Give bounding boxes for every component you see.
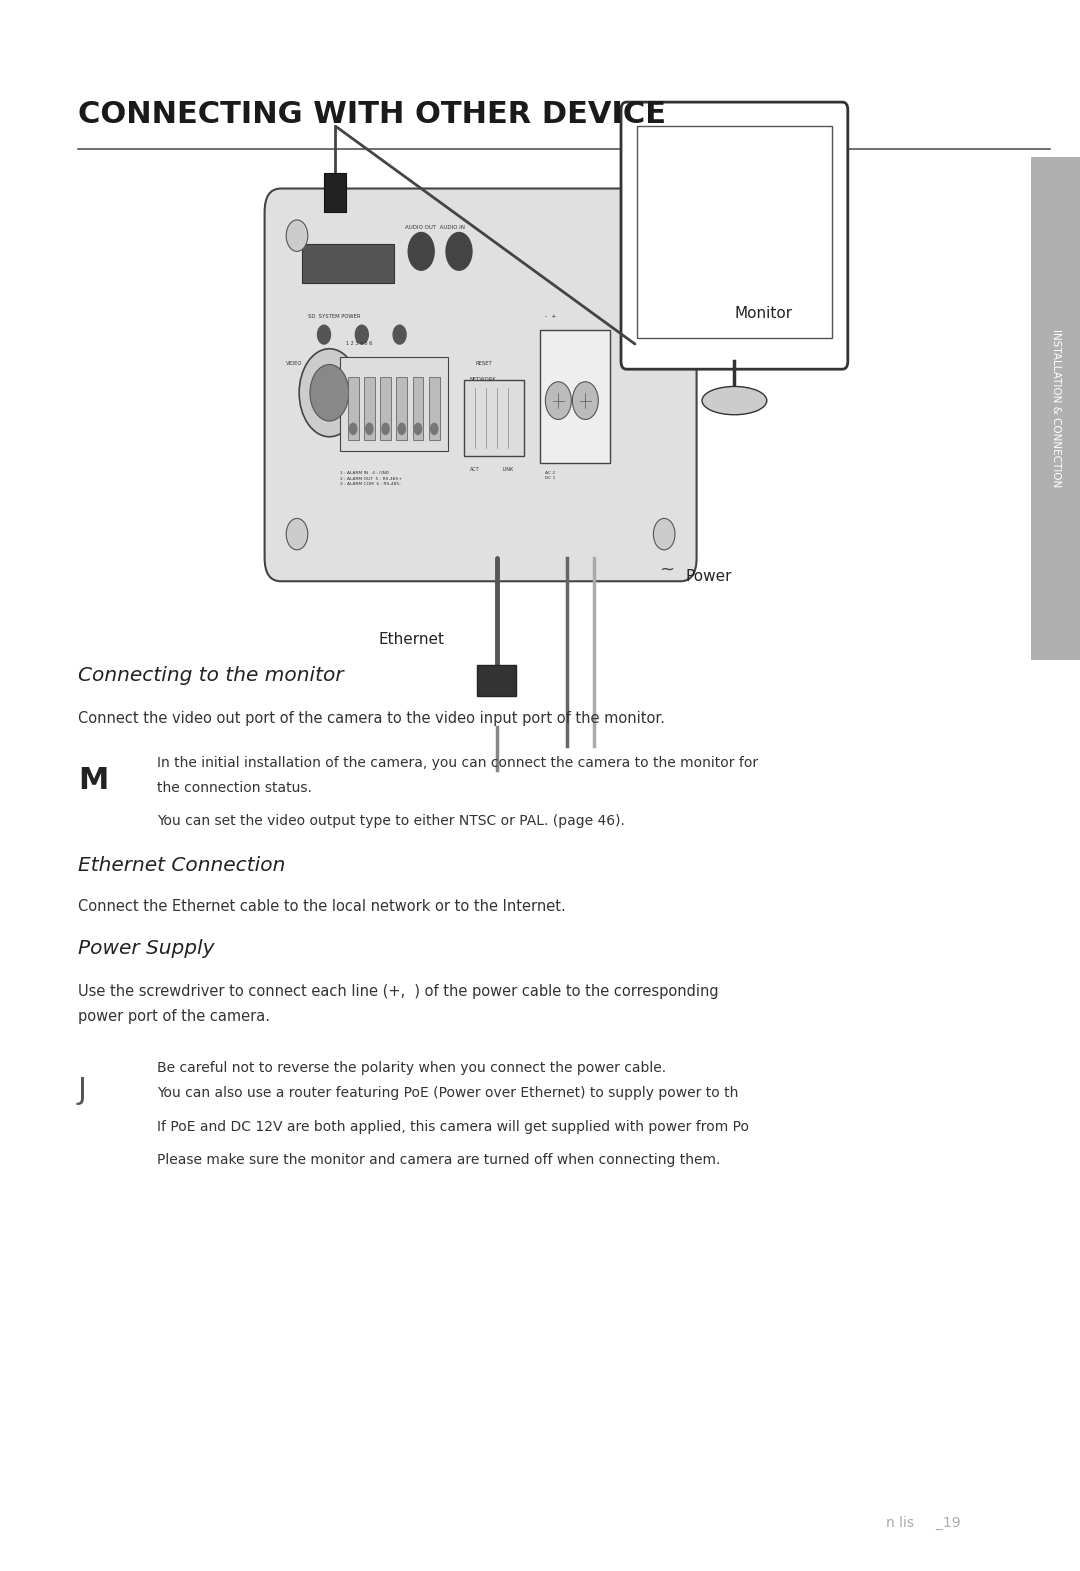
Bar [364,377,375,440]
Text: Connect the Ethernet cable to the local network or to the Internet.: Connect the Ethernet cable to the local … [78,899,566,914]
Circle shape [286,220,308,251]
Text: You can also use a router featuring PoE (Power over Ethernet) to supply power to: You can also use a router featuring PoE … [157,1086,738,1100]
Text: CONNECTING WITH OTHER DEVICE: CONNECTING WITH OTHER DEVICE [78,101,665,129]
Circle shape [299,349,360,437]
Circle shape [653,220,675,251]
Bar [429,377,440,440]
Text: In the initial installation of the camera, you can connect the camera to the mon: In the initial installation of the camer… [157,756,758,770]
Text: AC 2
DC 1: AC 2 DC 1 [545,471,556,479]
Bar [464,380,524,456]
Text: 1 : ALARM IN   4 : GND
2 : ALARM OUT  5 : RS-485+
3 : ALARM COM  6 : RS-485-: 1 : ALARM IN 4 : GND 2 : ALARM OUT 5 : R… [340,471,402,487]
Circle shape [408,233,434,270]
Text: Power Supply: Power Supply [78,939,214,958]
Circle shape [545,382,571,419]
Bar [340,357,448,451]
Bar [477,665,516,696]
Circle shape [381,423,390,435]
Circle shape [430,423,438,435]
Circle shape [485,388,498,407]
Bar [540,330,610,463]
Text: SD  SYSTEM POWER: SD SYSTEM POWER [308,314,361,319]
Text: 1 2 3 4 5 6: 1 2 3 4 5 6 [346,341,372,346]
Text: Connect the video out port of the camera to the video input port of the monitor.: Connect the video out port of the camera… [78,710,664,726]
Bar [302,244,394,283]
Text: Please make sure the monitor and camera are turned off when connecting them.: Please make sure the monitor and camera … [157,1153,720,1167]
Text: Monitor: Monitor [734,306,793,322]
Text: NETWORK: NETWORK [470,377,497,382]
Text: the connection status.: the connection status. [157,781,311,795]
Text: -  +: - + [545,314,557,319]
FancyBboxPatch shape [265,189,697,581]
Bar [1031,157,1080,660]
Text: If PoE and DC 12V are both applied, this camera will get supplied with power fro: If PoE and DC 12V are both applied, this… [157,1120,748,1134]
Text: Use the screwdriver to connect each line (+,  ) of the power cable to the corres: Use the screwdriver to connect each line… [78,983,718,999]
Circle shape [414,423,422,435]
Text: n lis     _19: n lis _19 [886,1516,960,1530]
Ellipse shape [702,386,767,415]
Text: M: M [78,767,108,795]
Text: Power: Power [686,569,732,584]
Circle shape [572,382,598,419]
Text: Ethernet: Ethernet [378,632,444,647]
Text: RESET: RESET [475,361,492,366]
Text: J: J [78,1076,86,1104]
Text: Connecting to the monitor: Connecting to the monitor [78,666,343,685]
Circle shape [286,518,308,550]
Text: AUDIO OUT  AUDIO IN: AUDIO OUT AUDIO IN [405,225,465,229]
Circle shape [318,325,330,344]
Bar [348,377,359,440]
Bar [637,126,832,338]
Text: VIDEO: VIDEO [286,361,302,366]
Text: Ethernet Connection: Ethernet Connection [78,856,285,875]
Circle shape [653,518,675,550]
Text: Be careful not to reverse the polarity when you connect the power cable.: Be careful not to reverse the polarity w… [157,1060,665,1075]
Text: power port of the camera.: power port of the camera. [78,1009,270,1024]
Bar [396,377,407,440]
Circle shape [446,233,472,270]
Circle shape [355,325,368,344]
Circle shape [349,423,357,435]
Text: ACT: ACT [470,467,480,471]
Circle shape [310,364,349,421]
Circle shape [397,423,406,435]
Circle shape [393,325,406,344]
Circle shape [365,423,374,435]
Bar [413,377,423,440]
Text: LINK: LINK [502,467,513,471]
Text: ~: ~ [659,561,674,578]
Bar [380,377,391,440]
Bar [324,173,346,212]
Text: S    ARD: S ARD [302,251,333,261]
Text: INSTALLATION & CONNECTION: INSTALLATION & CONNECTION [1051,330,1062,487]
FancyBboxPatch shape [621,102,848,369]
Text: You can set the video output type to either NTSC or PAL. (page 46).: You can set the video output type to eit… [157,814,624,828]
